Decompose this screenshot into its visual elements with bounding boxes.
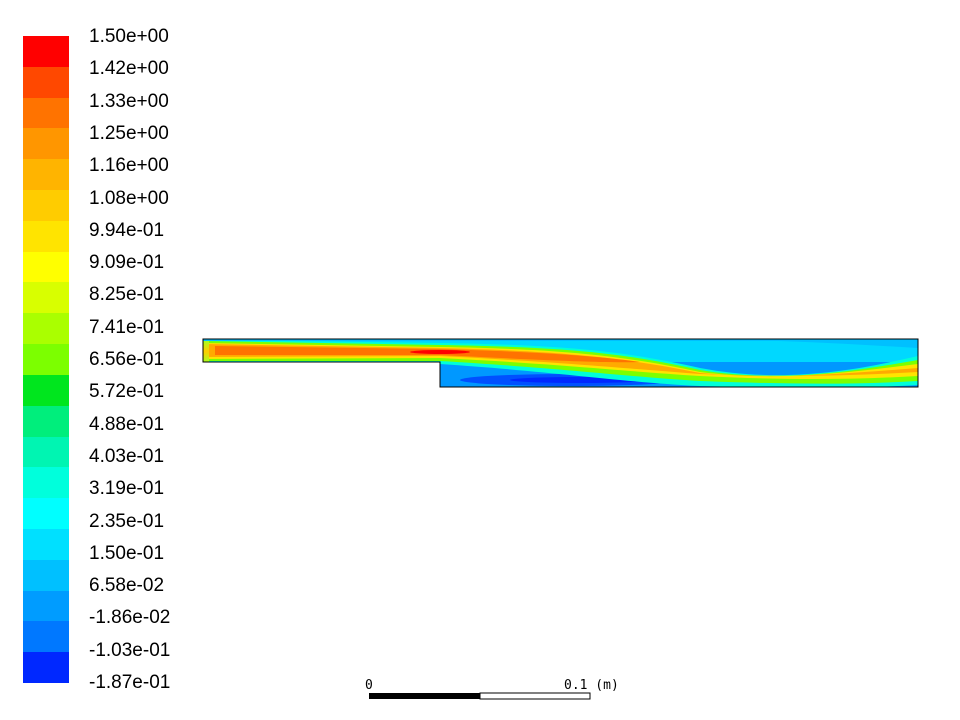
colorbar-label: 1.42e+00 — [89, 58, 169, 80]
scale-end-label: 0.1 (m) — [564, 678, 619, 693]
colorbar-label: 1.16e+00 — [89, 155, 169, 177]
colorbar-swatch — [23, 528, 69, 560]
colorbar-swatch — [23, 374, 69, 406]
colorbar-label: 1.50e+00 — [89, 26, 169, 47]
colorbar-swatch — [23, 128, 69, 160]
colorbar-label: 3.19e-01 — [89, 478, 165, 500]
colorbar-swatch — [23, 590, 69, 622]
inlet-profile — [203, 341, 209, 362]
contour-fill — [203, 339, 918, 387]
colorbar-label: -1.03e-01 — [89, 639, 171, 661]
colorbar-label: 1.33e+00 — [89, 90, 169, 112]
colorbar-label: 2.35e-01 — [89, 510, 165, 532]
colorbar-swatch — [23, 282, 69, 314]
jet-core-max — [410, 350, 470, 354]
colorbar — [23, 36, 69, 684]
colorbar-swatch — [23, 467, 69, 499]
colorbar-label: 6.56e-01 — [89, 349, 165, 370]
scale-bar-solid — [369, 693, 480, 699]
scale-bar-hollow — [479, 692, 591, 700]
colorbar-label: 1.50e-01 — [89, 542, 165, 564]
domain-outline — [202, 338, 919, 388]
colorbar-label: 9.94e-01 — [89, 219, 165, 241]
jet-layer-5 — [215, 346, 640, 363]
colorbar-swatch — [23, 621, 69, 653]
wall-boundary-downstream — [700, 339, 918, 348]
colorbar-label: 1.25e+00 — [89, 122, 169, 144]
scale-start-label: 0 — [365, 678, 373, 693]
colorbar-label: 6.58e-02 — [89, 575, 165, 597]
colorbar-label: -1.86e-02 — [89, 607, 171, 629]
scale-bar: 0 0.1 (m) — [360, 676, 640, 716]
colorbar-label: 9.09e-01 — [89, 252, 165, 274]
colorbar-swatch — [23, 344, 69, 376]
colorbar-label: 7.41e-01 — [89, 316, 165, 338]
colorbar-swatch — [23, 313, 69, 345]
colorbar-swatch — [23, 66, 69, 98]
colorbar-swatch — [23, 498, 69, 530]
colorbar-swatch — [23, 652, 69, 684]
colorbar-label: 5.72e-01 — [89, 381, 165, 403]
colorbar-swatch — [23, 159, 69, 191]
colorbar-swatch — [23, 405, 69, 437]
colorbar-label: 4.88e-01 — [89, 413, 165, 435]
colorbar-label: -1.87e-01 — [89, 672, 171, 693]
colorbar-swatch — [23, 251, 69, 283]
colorbar-label: 4.03e-01 — [89, 445, 165, 467]
colorbar-swatch — [23, 220, 69, 252]
colorbar-label: 8.25e-01 — [89, 284, 165, 306]
colorbar-swatch — [23, 36, 69, 67]
colorbar-swatch — [23, 436, 69, 468]
scale-bar-graphic — [369, 692, 591, 700]
colorbar-label: 1.08e+00 — [89, 187, 169, 209]
wall-boundary-upper — [203, 339, 918, 341]
colorbar-swatch — [23, 559, 69, 591]
colorbar-swatch — [23, 97, 69, 129]
colorbar-swatch — [23, 190, 69, 222]
